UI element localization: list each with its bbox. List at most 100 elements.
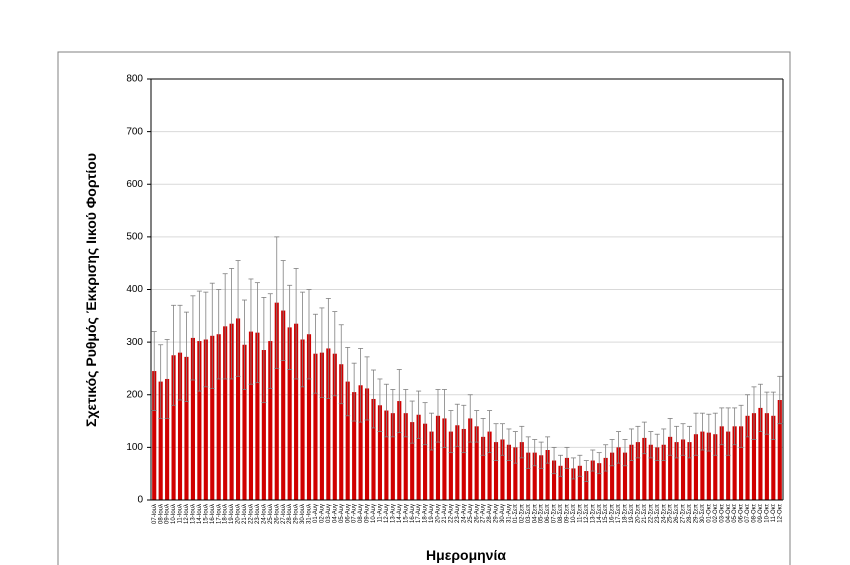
bar xyxy=(281,310,286,500)
error-bar xyxy=(319,307,325,398)
bar xyxy=(629,444,634,500)
error-bar xyxy=(351,362,357,422)
bar xyxy=(313,353,318,500)
x-tick-label: 08-Αυγ xyxy=(358,504,364,523)
bar xyxy=(777,400,782,500)
error-bar xyxy=(274,236,280,369)
error-bar xyxy=(396,369,402,434)
error-bar xyxy=(338,324,344,405)
x-tick-label: 05-Σεπ xyxy=(539,504,545,523)
x-tick-label: 06-Σεπ xyxy=(545,504,551,523)
error-bar xyxy=(686,425,692,459)
error-bar xyxy=(416,390,422,439)
x-tick-label: 02-Οκτ xyxy=(713,503,719,522)
error-bar xyxy=(764,391,770,435)
error-bar xyxy=(738,404,744,448)
bar xyxy=(448,431,453,500)
x-tick-label: 31-Ιουλ xyxy=(307,504,313,524)
error-bar xyxy=(661,428,667,461)
y-tick-label: 200 xyxy=(126,389,143,400)
error-bar xyxy=(525,436,531,469)
x-tick-label: 31-Αυγ xyxy=(506,504,512,523)
x-tick-label: 24-Ιουλ xyxy=(261,504,267,524)
error-bar xyxy=(583,460,589,482)
error-bar xyxy=(577,454,583,477)
bar xyxy=(693,434,699,500)
x-tick-label: 24-Αυγ xyxy=(461,504,467,523)
error-bar xyxy=(183,311,189,402)
bar xyxy=(655,447,660,500)
x-tick-label: 23-Αυγ xyxy=(455,504,461,523)
y-tick-label: 300 xyxy=(126,337,143,348)
bar xyxy=(171,355,176,500)
error-bar xyxy=(545,436,551,464)
error-bar xyxy=(635,425,641,459)
x-tick-label: 30-Σεπ xyxy=(700,504,706,523)
x-tick-label: 05-Οκτ xyxy=(732,503,738,522)
bar xyxy=(474,426,479,500)
error-bar xyxy=(777,375,783,425)
y-tick-label: 100 xyxy=(126,442,143,453)
x-tick-label: 04-Σεπ xyxy=(532,504,538,523)
x-tick-label: 06-Αυγ xyxy=(345,504,351,523)
x-tick-label: 28-Αυγ xyxy=(487,504,493,523)
x-tick-label: 01-Σεπ xyxy=(513,504,519,523)
x-tick-label: 03-Οκτ xyxy=(719,503,725,522)
x-tick-label: 26-Ιουλ xyxy=(274,504,280,524)
bar xyxy=(513,447,518,500)
error-bar xyxy=(429,412,435,451)
x-tick-label: 29-Σεπ xyxy=(694,504,700,523)
bar xyxy=(493,442,499,500)
bar xyxy=(306,334,312,500)
x-tick-label: 20-Ιουλ xyxy=(236,504,242,524)
x-tick-label: 29-Ιουλ xyxy=(294,504,300,524)
x-tick-label: 09-Ιουλ xyxy=(165,504,171,524)
bar xyxy=(300,339,305,500)
error-bar xyxy=(358,348,364,423)
error-bar xyxy=(693,412,699,456)
bar xyxy=(726,431,731,500)
error-bar xyxy=(190,295,196,381)
x-tick-label: 10-Ιουλ xyxy=(171,504,177,524)
error-bar xyxy=(409,400,415,444)
error-bar xyxy=(254,282,260,384)
bar xyxy=(635,442,640,500)
error-bar xyxy=(570,457,576,480)
error-bar xyxy=(628,428,634,461)
error-bar xyxy=(506,428,512,461)
x-tick-label: 27-Σεπ xyxy=(681,504,687,523)
x-tick-label: 16-Σεπ xyxy=(610,504,616,523)
x-tick-label: 08-Οκτ xyxy=(752,503,758,522)
x-axis-title: Ημερομηνία xyxy=(426,547,506,563)
bar xyxy=(352,392,357,500)
error-bar xyxy=(325,298,331,399)
bar xyxy=(455,425,460,500)
error-bar xyxy=(770,391,776,440)
x-tick-label: 11-Ιουλ xyxy=(178,504,184,524)
bar xyxy=(622,452,628,500)
error-bar xyxy=(370,369,376,429)
x-tick-label: 04-Οκτ xyxy=(726,503,732,522)
bar xyxy=(680,439,686,500)
x-tick-label: 18-Ιουλ xyxy=(223,504,229,524)
bar xyxy=(532,452,537,500)
x-tick-label: 05-Αυγ xyxy=(339,504,345,523)
x-tick-label: 14-Σεπ xyxy=(597,504,603,523)
bar xyxy=(177,352,183,500)
x-tick-label: 11-Αυγ xyxy=(378,504,384,523)
x-tick-label: 18-Αυγ xyxy=(423,504,429,523)
x-tick-label: 27-Ιουλ xyxy=(281,504,287,524)
error-bar xyxy=(474,410,480,443)
error-bar xyxy=(164,339,170,419)
error-bar xyxy=(377,378,383,432)
bar xyxy=(294,323,299,500)
bar xyxy=(235,318,241,500)
error-bar xyxy=(699,412,705,451)
x-tick-label: 12-Οκτ xyxy=(777,503,783,522)
x-tick-label: 20-Σεπ xyxy=(635,504,641,523)
error-bar xyxy=(558,454,564,477)
bar xyxy=(332,353,337,500)
x-tick-label: 16-Αυγ xyxy=(410,504,416,523)
error-bar xyxy=(725,407,731,456)
bar xyxy=(255,332,260,500)
